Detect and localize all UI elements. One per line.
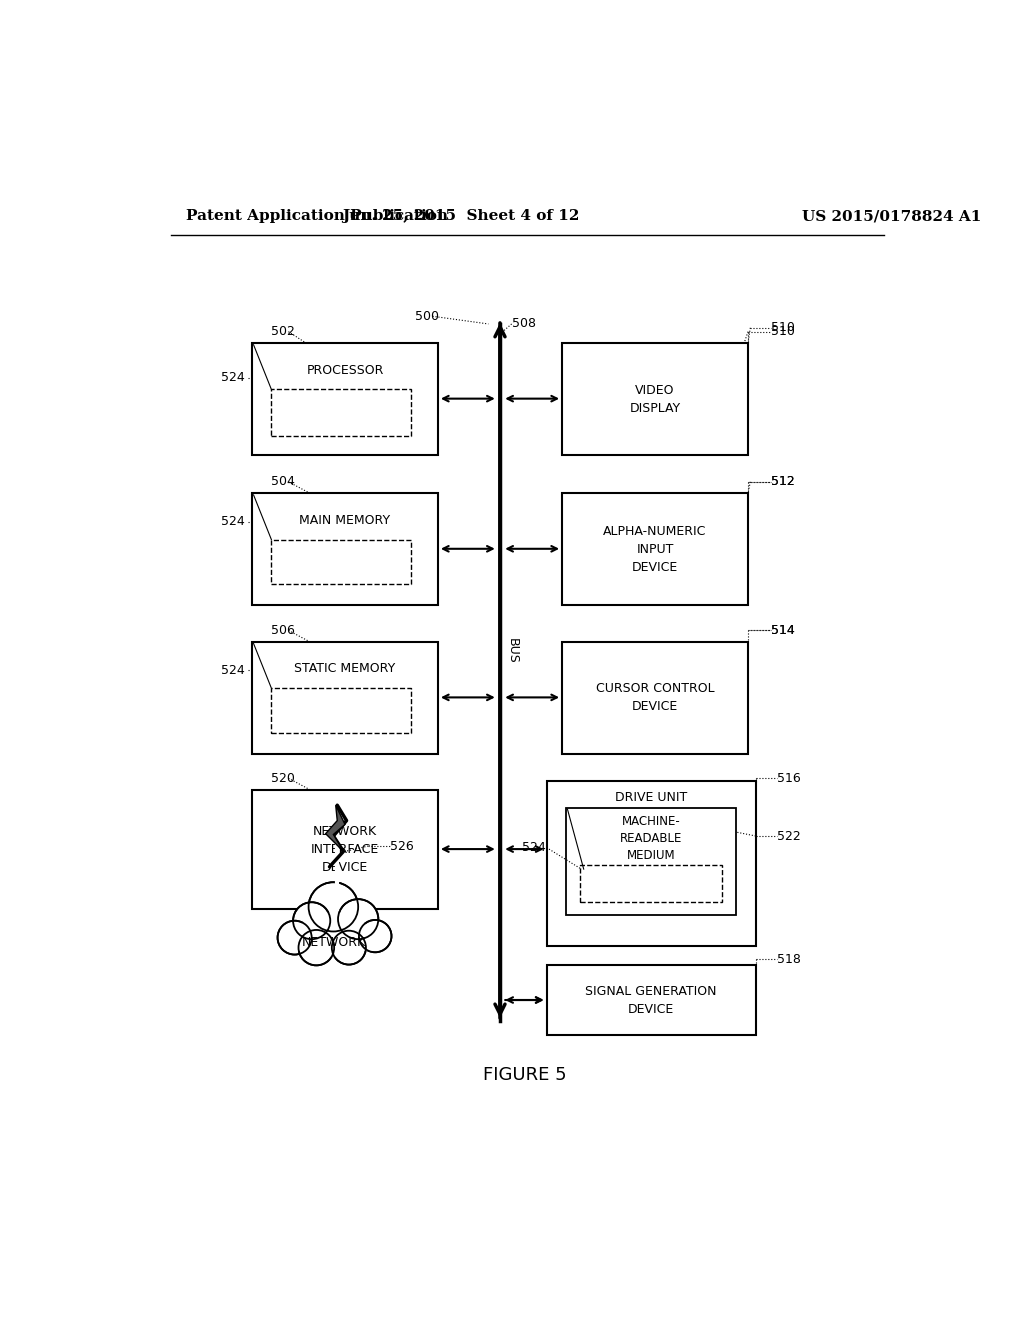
Text: 524: 524 bbox=[521, 841, 546, 854]
Bar bbox=[252, 789, 438, 909]
Text: 512: 512 bbox=[771, 475, 795, 488]
Text: 510: 510 bbox=[771, 325, 795, 338]
Text: DRIVE UNIT: DRIVE UNIT bbox=[615, 791, 687, 804]
Text: 522: 522 bbox=[777, 829, 801, 842]
Text: VIDEO
DISPLAY: VIDEO DISPLAY bbox=[630, 384, 681, 414]
Text: 516: 516 bbox=[777, 772, 801, 785]
Circle shape bbox=[332, 931, 366, 965]
Bar bbox=[252, 343, 438, 455]
Text: INSTRUCTIONS: INSTRUCTIONS bbox=[297, 705, 381, 714]
Bar bbox=[271, 389, 411, 436]
Text: FIGURE 5: FIGURE 5 bbox=[483, 1065, 566, 1084]
Text: 524: 524 bbox=[221, 515, 245, 528]
Bar bbox=[562, 642, 748, 754]
Text: MAIN MEMORY: MAIN MEMORY bbox=[299, 513, 390, 527]
Text: NETWORK: NETWORK bbox=[301, 936, 366, 949]
Text: Patent Application Publication: Patent Application Publication bbox=[186, 209, 449, 223]
Bar bbox=[562, 494, 748, 605]
Circle shape bbox=[299, 929, 334, 965]
Bar bbox=[547, 965, 756, 1035]
Bar bbox=[562, 343, 748, 455]
Circle shape bbox=[293, 903, 331, 940]
Circle shape bbox=[308, 882, 358, 932]
Bar bbox=[271, 688, 411, 733]
Bar bbox=[295, 928, 372, 950]
Text: PROCESSOR: PROCESSOR bbox=[306, 363, 384, 376]
Bar bbox=[271, 540, 411, 585]
Text: CURSOR CONTROL
DEVICE: CURSOR CONTROL DEVICE bbox=[596, 682, 715, 713]
Text: US 2015/0178824 A1: US 2015/0178824 A1 bbox=[802, 209, 982, 223]
Text: 510: 510 bbox=[771, 321, 795, 334]
Circle shape bbox=[359, 920, 391, 952]
Bar bbox=[252, 494, 438, 605]
Text: INSTRUCTIONS: INSTRUCTIONS bbox=[297, 556, 381, 566]
Bar bbox=[252, 642, 438, 754]
Text: 502: 502 bbox=[271, 325, 295, 338]
Text: INSTRUCTIONS: INSTRUCTIONS bbox=[297, 408, 381, 417]
Text: 508: 508 bbox=[512, 317, 536, 330]
Text: STATIC MEMORY: STATIC MEMORY bbox=[294, 663, 395, 676]
Bar bbox=[580, 866, 722, 903]
Ellipse shape bbox=[297, 912, 370, 957]
Text: ALPHA-NUMERIC
INPUT
DEVICE: ALPHA-NUMERIC INPUT DEVICE bbox=[603, 524, 707, 574]
Text: BUS: BUS bbox=[506, 639, 519, 664]
Polygon shape bbox=[326, 805, 345, 851]
Bar bbox=[547, 780, 756, 946]
Circle shape bbox=[338, 899, 378, 940]
Text: 504: 504 bbox=[271, 475, 295, 488]
Text: 514: 514 bbox=[771, 624, 795, 638]
Text: 518: 518 bbox=[777, 953, 802, 966]
Text: 506: 506 bbox=[271, 624, 295, 638]
Text: SIGNAL GENERATION
DEVICE: SIGNAL GENERATION DEVICE bbox=[586, 985, 717, 1015]
Text: NETWORK
INTERFACE
DEVICE: NETWORK INTERFACE DEVICE bbox=[311, 825, 379, 874]
Text: 526: 526 bbox=[390, 840, 414, 853]
Text: Jun. 25, 2015  Sheet 4 of 12: Jun. 25, 2015 Sheet 4 of 12 bbox=[343, 209, 580, 223]
Text: 524: 524 bbox=[221, 371, 245, 384]
Text: INSTRUCTIONS: INSTRUCTIONS bbox=[609, 879, 693, 888]
Text: MACHINE-
READABLE
MEDIUM: MACHINE- READABLE MEDIUM bbox=[620, 814, 682, 862]
Text: 524: 524 bbox=[221, 664, 245, 677]
Text: 512: 512 bbox=[771, 475, 795, 488]
Bar bbox=[566, 808, 736, 915]
Text: 514: 514 bbox=[771, 624, 795, 638]
Circle shape bbox=[278, 921, 311, 954]
Text: 520: 520 bbox=[271, 772, 295, 785]
Text: 500: 500 bbox=[415, 310, 438, 323]
